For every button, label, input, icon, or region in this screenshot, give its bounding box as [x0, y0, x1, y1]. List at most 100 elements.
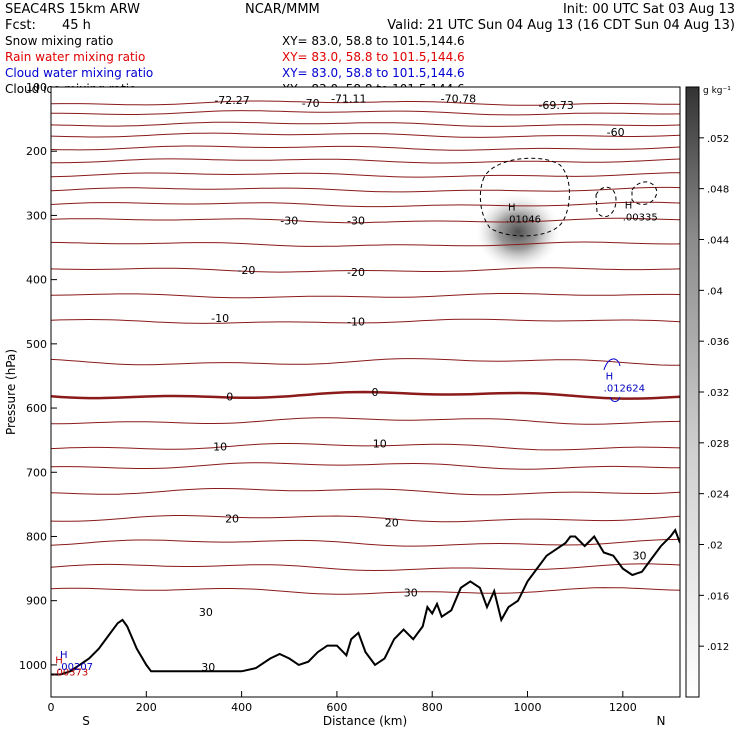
colorbar-tick-label: .028 — [707, 439, 729, 450]
isotherm-label: -10 — [211, 312, 229, 325]
colorbar-tick-label: .04 — [707, 286, 723, 297]
contour-labels: -72.27 -70 -71.11 -70.78 -69.73 -60 -30 -30 -20 -… — [199, 93, 647, 674]
maximum-value: .00335 — [623, 213, 658, 224]
maximum-marker: H — [60, 650, 68, 661]
isotherm-label: -69.73 — [538, 99, 573, 112]
colorbar-tick-label: .012 — [707, 642, 729, 653]
maximum-marker: H — [55, 655, 63, 666]
isotherm-label: -20 — [237, 264, 255, 277]
maximum-value: .00373 — [53, 667, 88, 678]
isotherm-line — [51, 158, 680, 164]
isotherm-line — [51, 443, 680, 451]
y-tick-label: 1000 — [19, 659, 47, 672]
colorbar-unit: g kg⁻¹ — [703, 86, 731, 96]
isotherm-label: 10 — [213, 441, 227, 454]
model-title: SEAC4RS 15km ARW — [5, 2, 140, 17]
x-tick-label: 0 — [48, 701, 55, 714]
field-snow-name: Snow mixing ratio — [5, 34, 113, 48]
maximum-marker: H — [625, 201, 633, 212]
isotherm-line — [51, 587, 680, 595]
isotherm-line — [51, 488, 680, 496]
maximum-value: .00207 — [58, 662, 93, 673]
isotherm-label: 20 — [385, 516, 399, 529]
y-tick-label: 900 — [26, 595, 47, 608]
isotherm-line — [51, 132, 680, 138]
y-tick-label: 400 — [26, 274, 47, 287]
colorbar-tick-label: .044 — [707, 236, 729, 247]
valid-time: Valid: 21 UTC Sun 04 Aug 13 (16 CDT Sun … — [387, 18, 735, 33]
maximum-value: .01046 — [506, 215, 541, 226]
isotherm-label: -30 — [347, 215, 365, 228]
y-tick-label: 500 — [26, 338, 47, 351]
y-tick-label: 100 — [26, 81, 47, 94]
south-end-label: S — [82, 714, 90, 728]
isotherm-line — [51, 358, 680, 366]
isotherm-label: -72.27 — [214, 94, 249, 107]
north-end-label: N — [657, 714, 666, 728]
cloud-water-contour — [603, 358, 621, 371]
isotherm-line — [51, 121, 680, 127]
isotherm-label: -10 — [347, 315, 365, 328]
isotherm-label: 30 — [632, 550, 646, 563]
colorbar — [685, 86, 700, 698]
isotherm-line — [51, 186, 680, 193]
x-tick-label: 600 — [326, 701, 347, 714]
isotherm-line — [51, 538, 680, 547]
x-tick-label: 1200 — [609, 701, 637, 714]
field-snow-xy: XY= 83.0, 58.8 to 101.5,144.6 — [282, 34, 465, 48]
colorbar-tick-label: .052 — [707, 134, 729, 145]
isotherm-line — [51, 390, 680, 400]
isotherm-label: 30 — [199, 606, 213, 619]
snow-contour-small-2 — [631, 181, 658, 205]
maximum-marker: H — [606, 372, 614, 383]
x-axis-label: Distance (km) — [323, 714, 407, 728]
isotherm-line — [51, 241, 680, 247]
colorbar-tick-label: .036 — [707, 337, 729, 348]
init-time: Init: 00 UTC Sat 03 Aug 13 — [563, 2, 735, 17]
colorbar-tick-label: .024 — [707, 490, 729, 501]
isotherm-line — [51, 293, 680, 299]
isotherm-label: -60 — [607, 126, 625, 139]
snow-shading — [476, 194, 560, 270]
field-cloudwater-name: Cloud water mixing ratio — [5, 66, 153, 80]
x-tick-label: 200 — [136, 701, 157, 714]
isotherm-label: 30 — [404, 586, 418, 599]
isotherm-line — [51, 462, 680, 470]
colorbar-ticks: .012 .016 .02 .024 .028 .032 .036 .04 .044 .048 .0… — [699, 134, 729, 653]
isotherm-line — [51, 515, 680, 523]
isotherm-line — [51, 201, 680, 208]
isotherm-line — [51, 318, 680, 324]
colorbar-tick-label: .032 — [707, 388, 729, 399]
field-rain-name: Rain water mixing ratio — [5, 50, 145, 64]
field-rain-xy: XY= 83.0, 58.8 to 101.5,144.6 — [282, 50, 465, 64]
isotherm-line — [51, 145, 680, 151]
isotherm-line — [51, 110, 680, 116]
y-tick-label: 800 — [26, 530, 47, 543]
isotherm-line — [51, 417, 680, 425]
y-tick-label: 300 — [26, 209, 47, 222]
isotherm-label: 20 — [225, 512, 239, 525]
colorbar-tick-label: .048 — [707, 185, 729, 196]
isotherm-label: -71.11 — [331, 93, 366, 106]
forecast-label: Fcst: — [5, 18, 36, 33]
isotherm-label: -20 — [347, 266, 365, 279]
isotherm-line — [51, 217, 680, 224]
y-tick-label: 600 — [26, 402, 47, 415]
isotherm-line — [51, 563, 680, 572]
isotherm-label: -30 — [280, 215, 298, 228]
y-tick-label: 700 — [26, 466, 47, 479]
isotherm-contours — [51, 100, 680, 595]
cloud-water-contour-lower — [609, 396, 621, 402]
field-cloudwater-xy: XY= 83.0, 58.8 to 101.5,144.6 — [282, 66, 465, 80]
plot-frame — [50, 86, 681, 698]
isotherm-label: -70 — [302, 97, 320, 110]
forecast-hours: 45 h — [62, 18, 91, 33]
isotherm-label: 0 — [226, 390, 233, 403]
maximum-value: .012624 — [604, 384, 645, 395]
colorbar-tick-label: .016 — [707, 591, 729, 602]
x-tick-label: 1000 — [514, 701, 542, 714]
